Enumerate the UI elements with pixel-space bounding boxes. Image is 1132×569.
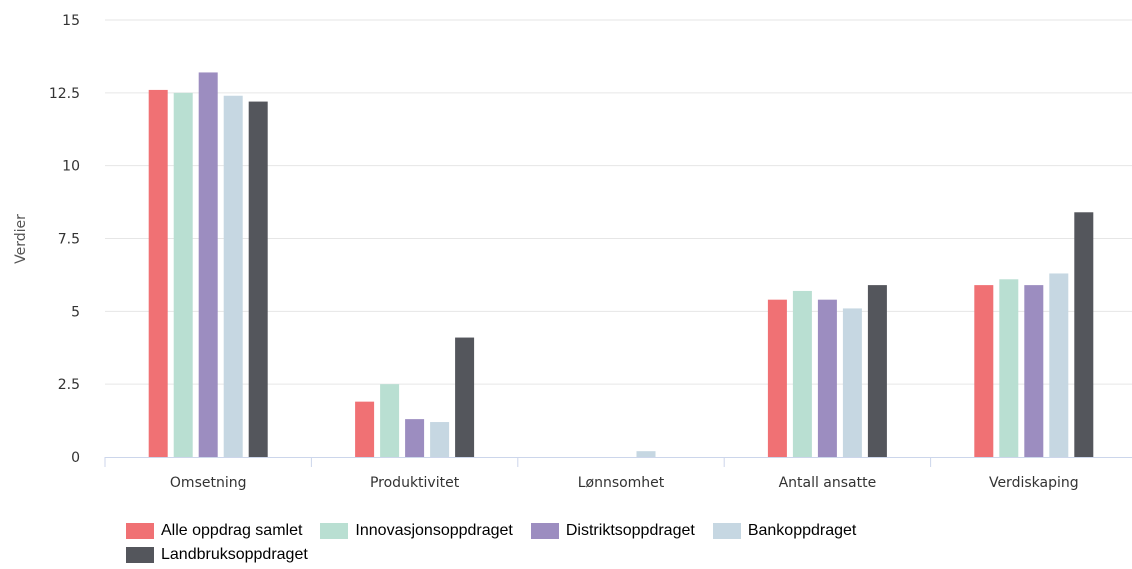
bar	[405, 419, 425, 457]
legend-item[interactable]: Innovasjonsoppdraget	[320, 521, 513, 541]
bar	[380, 384, 400, 457]
bar	[867, 285, 887, 457]
y-tick-label: 10	[62, 159, 80, 175]
legend: Alle oppdrag samlet Innovasjonsoppdraget D…	[126, 521, 1046, 569]
x-axis: Omsetning Produktivitet Lønnsomhet Antall a…	[104, 457, 1132, 491]
x-tick-label: Antall ansatte	[779, 475, 877, 491]
x-tick-label: Verdiskaping	[989, 475, 1079, 491]
y-tick-label: 7.5	[58, 232, 80, 248]
legend-swatch	[530, 523, 559, 539]
legend-label: Distriktsoppdraget	[565, 522, 695, 539]
legend-label: Bankoppdraget	[747, 522, 857, 539]
bar	[817, 299, 837, 457]
bar	[1024, 285, 1044, 457]
legend-item[interactable]: Alle oppdrag samlet	[126, 521, 302, 541]
bar	[173, 92, 193, 457]
bar-chart: 0 2.5 5 7.5 10 12.5 15 Verdier Omsetning Produk…	[13, 13, 1132, 491]
x-tick-label: Omsetning	[170, 475, 247, 491]
bar	[223, 95, 243, 457]
bar	[974, 285, 994, 457]
gridlines	[105, 19, 1132, 385]
bars	[148, 72, 1094, 458]
bar	[792, 290, 812, 457]
x-tick-label: Lønnsomhet	[578, 475, 665, 491]
bar	[767, 299, 787, 457]
x-tick-label: Produktivitet	[370, 475, 460, 491]
bar	[355, 401, 375, 457]
bar	[1074, 212, 1094, 457]
bar	[148, 89, 168, 458]
y-tick-label: 12.5	[49, 86, 80, 102]
y-axis-ticks: 0 2.5 5 7.5 10 12.5 15	[49, 13, 80, 466]
bar	[636, 451, 656, 457]
y-axis-title: Verdier	[13, 214, 29, 264]
legend-item[interactable]: Distriktsoppdraget	[530, 521, 695, 541]
bar	[198, 72, 218, 457]
bar	[999, 279, 1019, 457]
bar	[430, 422, 450, 457]
legend-item[interactable]: Landbruksoppdraget	[126, 545, 308, 565]
y-tick-label: 2.5	[58, 377, 80, 393]
bar	[842, 308, 862, 457]
y-tick-label: 5	[71, 304, 80, 320]
bar	[248, 101, 268, 457]
legend-swatch	[126, 547, 154, 563]
legend-swatch	[712, 523, 741, 539]
legend-label: Innovasjonsoppdraget	[355, 522, 513, 539]
y-tick-label: 15	[62, 13, 80, 29]
legend-label: Landbruksoppdraget	[161, 546, 308, 563]
legend-swatch	[320, 523, 349, 539]
bar	[455, 337, 475, 457]
y-tick-label: 0	[71, 450, 80, 466]
legend-swatch	[126, 523, 154, 539]
bar	[1049, 273, 1069, 457]
legend-label: Alle oppdrag samlet	[161, 522, 303, 539]
legend-item[interactable]: Bankoppdraget	[712, 521, 857, 541]
